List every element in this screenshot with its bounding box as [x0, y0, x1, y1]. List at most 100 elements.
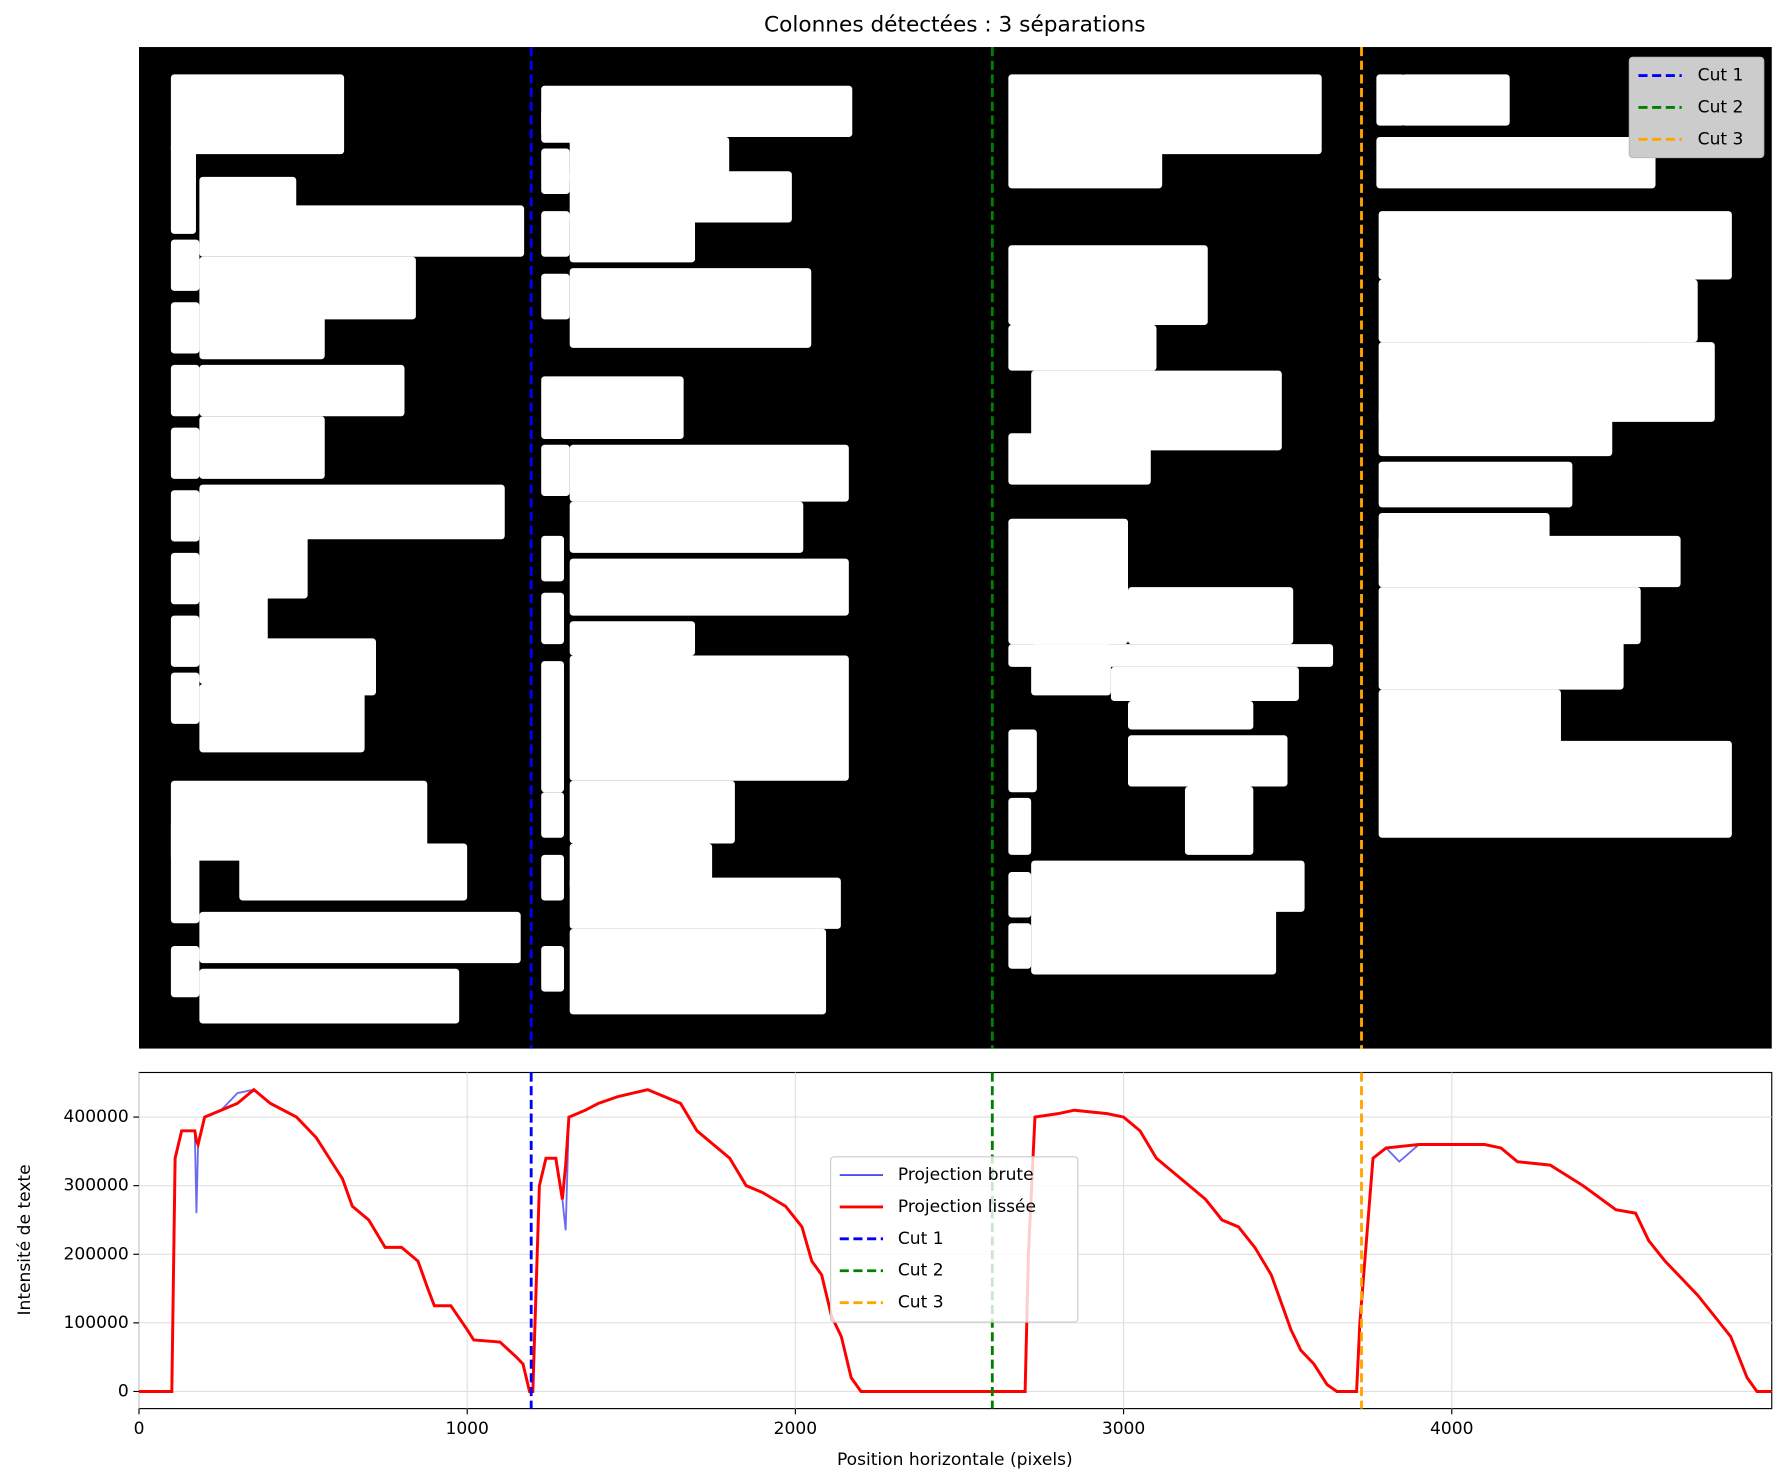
text-block [199, 587, 268, 684]
text-block [1008, 518, 1128, 645]
text-block [1008, 923, 1032, 969]
text-block [1378, 279, 1698, 343]
text-block [170, 490, 200, 542]
text-block [569, 655, 849, 781]
text-block [1008, 871, 1032, 918]
text-block [1008, 729, 1037, 793]
text-block [541, 592, 564, 645]
text-block [569, 621, 696, 656]
text-block [541, 108, 610, 143]
text-block [170, 780, 428, 861]
text-block [1378, 461, 1573, 508]
text-block [1031, 370, 1282, 451]
text-block [199, 364, 405, 417]
text-block [1008, 245, 1208, 326]
legend-label: Cut 2 [898, 1261, 944, 1281]
y-tick-label: 100000 [64, 1313, 129, 1333]
text-block [262, 638, 376, 696]
line-series [139, 1087, 1772, 1393]
text-block [170, 302, 200, 354]
legend-label: Cut 3 [898, 1293, 944, 1313]
y-axis-label: Intensité de texte [15, 1164, 35, 1315]
text-block [569, 780, 735, 844]
text-block [1008, 74, 1037, 189]
chart-title: Colonnes détectées : 3 séparations [764, 12, 1146, 37]
text-block [1376, 74, 1405, 126]
text-block [569, 877, 841, 929]
text-block [170, 552, 200, 605]
text-block [1378, 211, 1732, 280]
y-tick-label: 300000 [64, 1176, 129, 1196]
x-tick-label: 1000 [445, 1419, 488, 1439]
text-block [541, 444, 570, 496]
text-block [1110, 666, 1299, 702]
y-tick-label: 400000 [64, 1107, 129, 1127]
text-block [1378, 535, 1681, 588]
text-block [1031, 860, 1305, 912]
text-block [569, 558, 849, 616]
text-block [541, 273, 570, 320]
text-block [1378, 587, 1641, 645]
legend-label: Cut 2 [1698, 97, 1744, 117]
text-block [541, 661, 564, 793]
text-block [1401, 74, 1510, 126]
text-block [569, 211, 696, 263]
text-block [199, 968, 460, 1024]
text-block [541, 376, 684, 439]
text-block [170, 615, 200, 667]
text-block [199, 911, 521, 964]
text-block [1031, 74, 1322, 155]
text-block [170, 427, 200, 479]
text-block [199, 256, 416, 320]
text-block [541, 85, 853, 138]
text-block [1127, 735, 1288, 787]
text-block [239, 843, 468, 901]
y-tick-label: 0 [118, 1381, 129, 1401]
x-axis-label: Position horizontale (pixels) [837, 1450, 1073, 1470]
text-block [199, 535, 308, 599]
text-block [541, 792, 564, 838]
text-block [569, 268, 812, 348]
text-block [541, 535, 564, 582]
legend-label: Cut 3 [1698, 129, 1744, 149]
text-block [170, 142, 196, 234]
text-blocks [170, 74, 1732, 1024]
legend-label: Projection lissée [898, 1197, 1036, 1217]
text-block [1008, 433, 1151, 485]
text-block [541, 946, 564, 992]
text-block [170, 672, 200, 724]
text-block [199, 205, 525, 257]
legend-box [830, 1156, 1079, 1323]
text-block [1378, 342, 1715, 422]
text-block [541, 148, 570, 195]
text-block [170, 239, 200, 291]
text-block [1378, 740, 1732, 838]
y-tick-label: 200000 [64, 1244, 129, 1264]
text-block [1378, 638, 1624, 690]
text-block [199, 313, 325, 360]
text-block [1378, 689, 1561, 747]
text-block [569, 501, 804, 553]
text-block [1031, 906, 1277, 975]
text-block [1376, 137, 1656, 189]
text-block [1378, 410, 1613, 457]
text-block [1031, 137, 1163, 189]
text-block [1184, 786, 1254, 855]
text-block [170, 364, 200, 417]
legend-label: Projection brute [898, 1165, 1034, 1185]
legend-box [1628, 56, 1765, 159]
legend-label: Cut 1 [898, 1229, 944, 1249]
text-block [199, 683, 365, 753]
text-block [1127, 701, 1254, 730]
text-block [541, 854, 564, 901]
text-block [541, 211, 570, 257]
text-block [199, 484, 505, 540]
text-block [170, 946, 200, 998]
x-tick-label: 0 [134, 1419, 145, 1439]
text-block [1008, 797, 1032, 855]
x-tick-label: 3000 [1102, 1419, 1145, 1439]
text-block [569, 928, 827, 1015]
text-block [1008, 325, 1157, 371]
text-block [170, 820, 200, 924]
